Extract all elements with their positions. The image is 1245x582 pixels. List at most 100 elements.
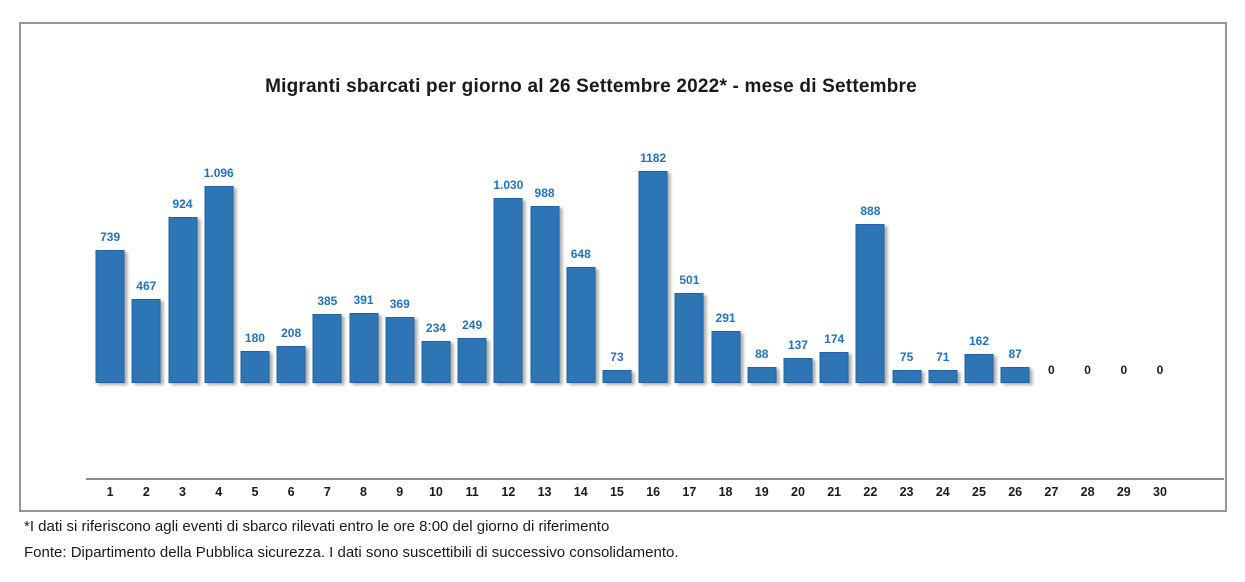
x-axis-tick-label: 15 xyxy=(609,485,624,499)
bar-value-label: 249 xyxy=(462,318,483,332)
x-axis-tick-label: 3 xyxy=(179,485,186,499)
bar-value-label: 75 xyxy=(899,350,914,364)
x-axis-tick-label: 29 xyxy=(1116,485,1131,499)
bar-slot: 988 xyxy=(526,143,562,383)
bar-value-label: 88 xyxy=(755,347,769,361)
bar-slot: 739 xyxy=(92,143,128,383)
chart-frame: Migranti sbarcati per giorno al 26 Sette… xyxy=(19,22,1227,512)
bar xyxy=(385,317,415,383)
bar xyxy=(421,341,451,383)
bar xyxy=(95,250,125,383)
bar xyxy=(131,299,161,383)
bar-value-label: 180 xyxy=(244,331,265,345)
bar-value-label: 174 xyxy=(824,332,845,346)
footnote-source: Fonte: Dipartimento della Pubblica sicur… xyxy=(24,544,679,561)
bar-slot: 0 xyxy=(1033,143,1069,383)
x-axis-tick-label: 21 xyxy=(827,485,842,499)
bar-slot: 0 xyxy=(1106,143,1142,383)
x-axis-tick-label: 8 xyxy=(360,485,367,499)
bar xyxy=(312,314,342,383)
bar-value-label: 385 xyxy=(317,294,338,308)
bar-slot: 501 xyxy=(671,143,707,383)
chart-title: Migranti sbarcati per giorno al 26 Sette… xyxy=(265,76,917,97)
bar xyxy=(240,351,270,383)
bar xyxy=(493,198,523,383)
bar xyxy=(457,338,487,383)
x-axis-tick-label: 22 xyxy=(863,485,878,499)
bar-value-label: 137 xyxy=(787,338,808,352)
bar-value-label: 0 xyxy=(1120,363,1128,377)
bar-slot: 1182 xyxy=(635,143,671,383)
bar xyxy=(602,370,632,383)
bar-slot: 0 xyxy=(1142,143,1178,383)
bar-value-label: 87 xyxy=(1008,347,1022,361)
bar-slot: 888 xyxy=(852,143,888,383)
bar xyxy=(928,370,958,383)
bar xyxy=(638,171,668,383)
bar-value-label: 888 xyxy=(860,204,881,218)
bar-slot: 1.096 xyxy=(201,143,237,383)
bar-slot: 1.030 xyxy=(490,143,526,383)
x-axis-tick-label: 26 xyxy=(1008,485,1023,499)
bar xyxy=(783,358,813,383)
bar-slot: 369 xyxy=(382,143,418,383)
bar-slot: 73 xyxy=(599,143,635,383)
bar xyxy=(674,293,704,383)
x-axis-tick-label: 10 xyxy=(428,485,443,499)
x-axis-tick-label: 9 xyxy=(396,485,404,499)
bar xyxy=(855,224,885,383)
bar-slot: 385 xyxy=(309,143,345,383)
x-axis-line xyxy=(86,478,1224,480)
bar xyxy=(349,313,379,383)
bar-slot: 291 xyxy=(707,143,743,383)
bar-slot: 467 xyxy=(128,143,164,383)
x-axis-tick-label: 25 xyxy=(972,485,986,499)
bar-slot: 87 xyxy=(997,143,1033,383)
bar xyxy=(819,352,849,383)
bar-value-label: 0 xyxy=(1156,363,1164,377)
bar-value-label: 501 xyxy=(679,273,700,287)
bar-slot: 88 xyxy=(744,143,780,383)
bar-slot: 924 xyxy=(164,143,200,383)
x-axis-tick-label: 4 xyxy=(215,485,223,499)
x-axis-labels: 1 2 3 4 5 6 7 8 9 10 11 12 13 14 15 16 17 18 19 20 21 22 23 24 2… xyxy=(92,485,1178,499)
bar-value-label: 467 xyxy=(136,279,157,293)
bar-slot: 0 xyxy=(1069,143,1105,383)
x-axis-tick-label: 2 xyxy=(142,485,150,499)
bar xyxy=(892,370,922,383)
x-axis-tick-label: 14 xyxy=(573,485,588,499)
bar xyxy=(530,206,560,383)
x-axis-tick-label: 28 xyxy=(1080,485,1095,499)
x-axis-tick-label: 5 xyxy=(251,485,259,499)
bar-slot: 648 xyxy=(563,143,599,383)
bar-value-label: 291 xyxy=(715,311,736,325)
bar-slot: 137 xyxy=(780,143,816,383)
bar-value-label: 391 xyxy=(353,293,374,307)
footnotes: *I dati si riferiscono agli eventi di sb… xyxy=(24,514,679,566)
x-axis-tick-label: 11 xyxy=(465,485,479,499)
x-axis-tick-label: 17 xyxy=(682,485,697,499)
x-axis-tick-label: 12 xyxy=(501,485,516,499)
bar-slot: 162 xyxy=(961,143,997,383)
bar-value-label: 208 xyxy=(281,326,302,340)
bar xyxy=(204,186,234,383)
x-axis-tick-label: 1 xyxy=(106,485,114,499)
bar-slot: 391 xyxy=(345,143,381,383)
bar xyxy=(747,367,777,383)
x-axis-tick-label: 18 xyxy=(718,485,733,499)
bar-value-label: 0 xyxy=(1084,363,1091,377)
bar xyxy=(566,267,596,383)
bar xyxy=(168,217,197,383)
bar-value-label: 1.030 xyxy=(493,178,524,192)
bar-value-label: 648 xyxy=(570,247,591,261)
bar-slot: 71 xyxy=(925,143,961,383)
bar-plot-area: 739 467 924 1.096 180 208 385 391 369 234 249 1.030… xyxy=(92,143,1178,383)
bar-value-label: 0 xyxy=(1048,363,1055,377)
bar-slot: 180 xyxy=(237,143,273,383)
bar-value-label: 234 xyxy=(425,321,446,335)
bar-value-label: 924 xyxy=(172,197,193,211)
bar-value-label: 739 xyxy=(100,230,121,244)
bar-slot: 234 xyxy=(418,143,454,383)
bar-value-label: 162 xyxy=(968,334,989,348)
x-axis-tick-label: 13 xyxy=(537,485,552,499)
